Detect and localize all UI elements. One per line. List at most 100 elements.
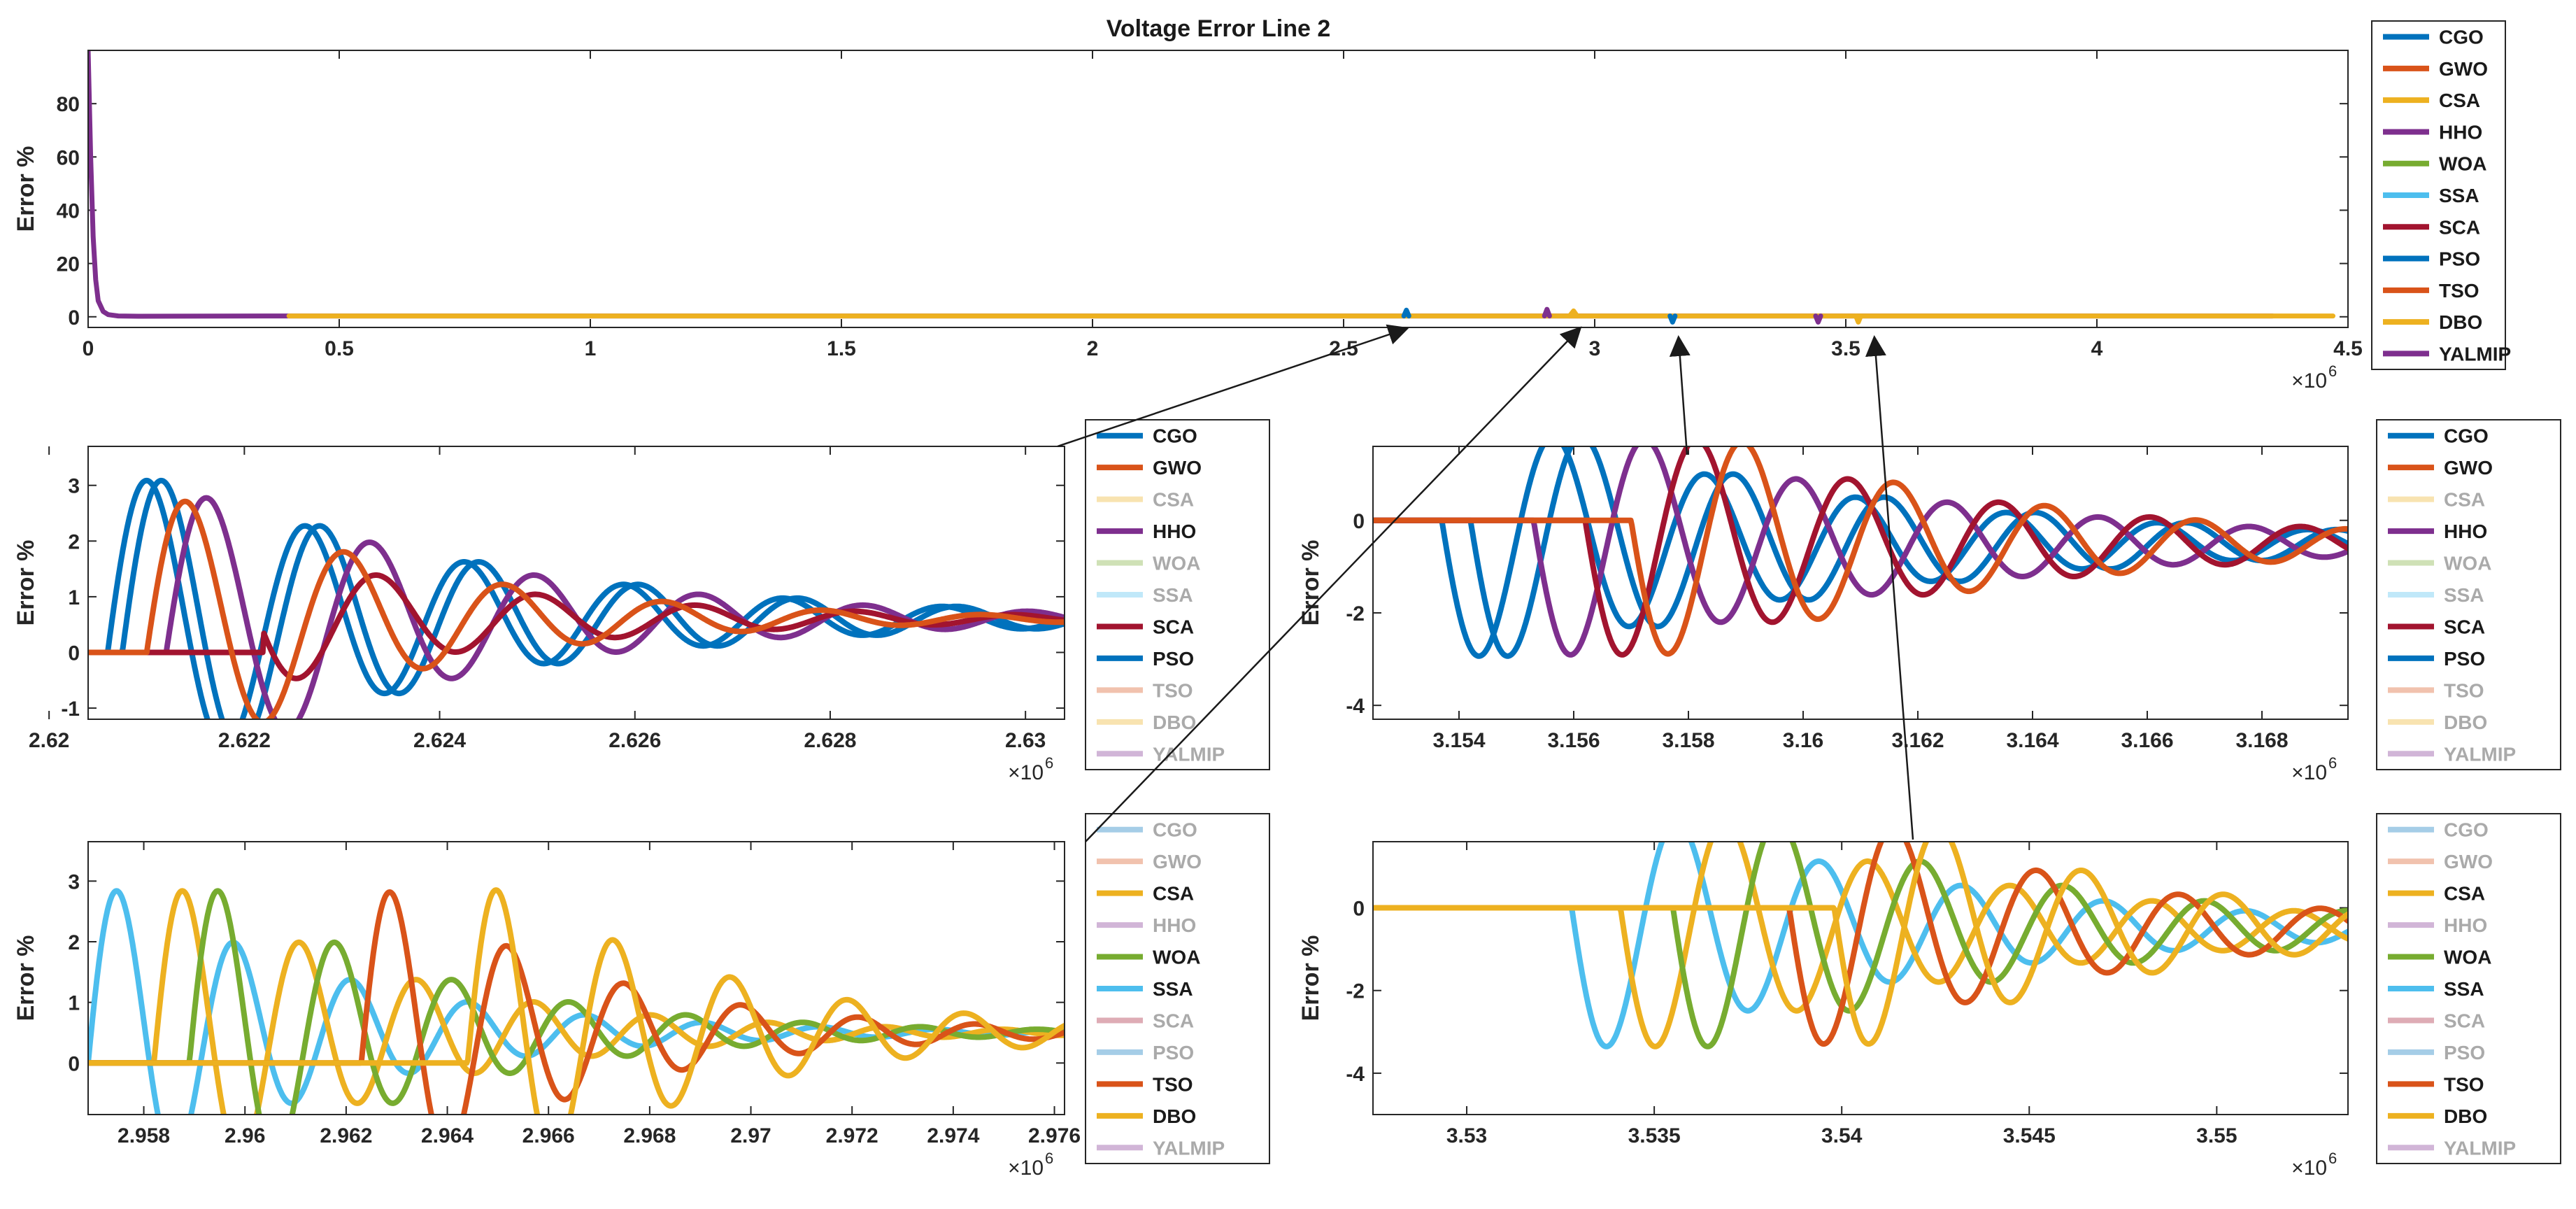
y-tick-label: 40 [57,199,80,222]
legend-label-pso: PSO [2439,248,2480,270]
y-tick-label: 0 [68,306,80,330]
legend-label-dbo: DBO [2444,1105,2487,1127]
legend-label-gwo: GWO [1153,851,1202,872]
legend-label-cgo: CGO [2439,27,2484,48]
x-exponent-power: 6 [2328,1150,2337,1167]
x-exponent-power: 6 [2328,362,2337,380]
legend-label-sca: SCA [2444,616,2485,637]
zoom-annotation-arrows [1057,324,1914,842]
series-hho [1813,313,1823,325]
legend-label-ssa: SSA [1153,978,1193,1000]
legend-label-csa: CSA [2444,883,2485,905]
axes-z1: 2.62 2.622 2.624 2.626 2.628 2.63 -1 0 1 2 3 ×10 6 Er… [13,446,1065,784]
x-tick-label: 2.624 [413,729,466,752]
series-ssa [89,888,1064,1114]
legend-label-tso: TSO [2444,1073,2484,1095]
y-tick-label: -4 [1346,695,1365,718]
axes-main: 0 0.5 1 1.5 2 2.5 3 3.5 4 4.5 0 20 40 60 80 ×10 6 Error % [13,50,2363,393]
x-tick-label: 2.628 [804,729,856,752]
legend-label-woa: WOA [1153,553,1200,574]
legend-label-cgo: CGO [1153,819,1197,841]
legend-label-woa: WOA [2439,153,2486,175]
annotation-arrow [1865,335,1914,840]
x-tick-label: 3.154 [1432,729,1485,752]
y-tick-label: 0 [68,1052,80,1075]
x-tick-label: 2.968 [623,1124,676,1147]
legend-label-ssa: SSA [2439,185,2479,206]
x-exponent-power: 6 [2328,754,2337,772]
legend-label-csa: CSA [2444,489,2485,511]
legend-label-yalmip: YALMIP [2444,1137,2516,1159]
x-tick-label: 2.976 [1028,1124,1081,1147]
x-exponent-power: 6 [1045,1150,1053,1167]
plot-area [89,51,2335,325]
axes-z4: 3.53 3.535 3.54 3.545 3.55 -4 -2 0 ×10 6 Error % [1297,841,2349,1180]
legend-label-yalmip: YALMIP [1153,1137,1225,1159]
x-tick-label: 3.166 [2121,729,2173,752]
legend-label-tso: TSO [2444,679,2484,701]
x-tick-label: 1 [585,337,597,360]
legend-label-hho: HHO [1153,521,1196,542]
annotation-arrow [1669,335,1691,455]
legend-label-dbo: DBO [1153,1105,1196,1127]
axes-box [1372,841,2349,1115]
x-tick-label: 3.168 [2235,729,2288,752]
legend-label-gwo: GWO [2444,851,2493,872]
legend-label-cgo: CGO [1153,425,1197,447]
legend-z1: CGO GWO CSA HHO WOA SSA SCA PSO TSO DBO YALMIP [1085,419,1270,770]
y-tick-label: 1 [68,992,80,1015]
legend-label-pso: PSO [2444,1042,2485,1063]
legend-label-csa: CSA [1153,883,1194,905]
x-tick-label: 2.964 [421,1124,474,1147]
legend-label-csa: CSA [1153,489,1194,511]
y-tick-label: 80 [57,93,80,116]
legend-label-pso: PSO [1153,648,1194,670]
x-exponent-label: ×10 [2291,369,2327,393]
legend-label-woa: WOA [1153,947,1200,968]
legend-label-hho: HHO [2444,914,2487,936]
plot-area [1374,842,2347,1049]
legend-label-gwo: GWO [2439,58,2488,80]
legend-box [1085,419,1270,770]
legend-label-yalmip: YALMIP [2444,743,2516,765]
y-tick-label: 0 [1353,898,1365,921]
x-tick-label: 3 [1589,337,1601,360]
x-tick-label: 2.958 [118,1124,170,1147]
x-tick-label: 2 [1087,337,1099,360]
x-tick-label: 3.54 [1821,1124,1863,1147]
series-cgo [1401,307,1411,319]
axes-z2: 3.154 3.156 3.158 3.16 3.162 3.164 3.166 3.168 -… [1297,446,2349,784]
series-hho [1374,447,2347,658]
plot-area [1374,447,2347,659]
x-tick-label: 2.62 [29,729,69,752]
y-tick-label: 0 [68,642,80,665]
legend-label-sca: SCA [2439,216,2480,238]
legend-label-dbo: DBO [1153,712,1196,733]
legend-label-tso: TSO [2439,280,2479,302]
legend-z2: CGO GWO CSA HHO WOA SSA SCA PSO TSO DBO YALMIP [2376,419,2561,770]
legend-label-hho: HHO [1153,914,1196,936]
annotation-arrow [1057,324,1409,448]
legend-z3: CGO GWO CSA HHO WOA SSA SCA PSO TSO DBO YALMIP [1085,813,1270,1164]
x-tick-label: 3.16 [1783,729,1823,752]
x-tick-label: 2.96 [225,1124,265,1147]
x-tick-label: 2.966 [522,1124,575,1147]
x-exponent-label: ×10 [1008,761,1044,784]
x-tick-label: 3.5 [1831,337,1860,360]
series-sca [89,572,1064,681]
x-tick-label: 0 [83,337,94,360]
legend-label-pso: PSO [1153,1042,1194,1063]
legend-label-cgo: CGO [2444,819,2489,841]
legend-label-hho: HHO [2439,121,2482,143]
legend-label-gwo: GWO [2444,457,2493,479]
x-tick-label: 3.535 [1628,1124,1681,1147]
x-tick-label: 3.55 [2196,1124,2237,1147]
legend-box [2376,419,2561,770]
x-tick-label: 4.5 [2333,337,2363,360]
x-exponent-power: 6 [1045,754,1053,772]
y-axis-label: Error % [13,935,39,1021]
x-tick-label: 4 [2091,337,2103,360]
y-axis-label: Error % [13,146,39,232]
x-tick-label: 2.63 [1005,729,1046,752]
x-exponent-label: ×10 [2291,761,2327,784]
